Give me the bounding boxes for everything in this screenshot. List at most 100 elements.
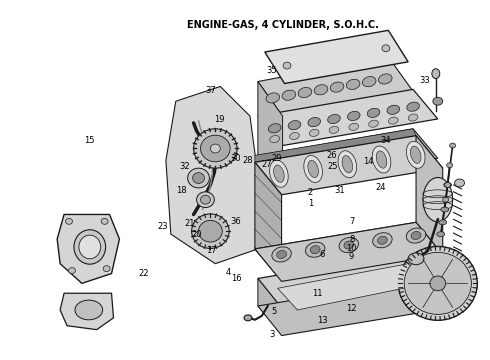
- Ellipse shape: [377, 236, 387, 244]
- Ellipse shape: [339, 237, 359, 253]
- Ellipse shape: [450, 143, 456, 148]
- Ellipse shape: [455, 179, 465, 187]
- Ellipse shape: [367, 108, 380, 117]
- Ellipse shape: [196, 192, 214, 208]
- Text: 27: 27: [262, 159, 272, 168]
- Text: 6: 6: [320, 250, 325, 259]
- Polygon shape: [255, 136, 443, 195]
- Ellipse shape: [79, 235, 100, 259]
- Ellipse shape: [408, 114, 418, 121]
- Text: 30: 30: [230, 153, 241, 162]
- Ellipse shape: [194, 129, 237, 168]
- Text: 5: 5: [271, 307, 277, 316]
- Ellipse shape: [349, 123, 359, 130]
- Ellipse shape: [200, 195, 210, 204]
- Ellipse shape: [270, 135, 279, 143]
- Polygon shape: [255, 222, 443, 282]
- Ellipse shape: [198, 220, 222, 242]
- Polygon shape: [255, 162, 282, 278]
- Ellipse shape: [423, 177, 453, 222]
- Text: 34: 34: [380, 136, 391, 145]
- Text: 23: 23: [157, 221, 168, 230]
- Ellipse shape: [314, 85, 328, 95]
- Text: 32: 32: [179, 162, 190, 171]
- Ellipse shape: [310, 246, 320, 254]
- Text: 36: 36: [230, 217, 241, 226]
- Ellipse shape: [192, 214, 229, 248]
- Text: ENGINE-GAS, 4 CYLINDER, S.O.H.C.: ENGINE-GAS, 4 CYLINDER, S.O.H.C.: [187, 20, 379, 30]
- Ellipse shape: [200, 135, 230, 162]
- Ellipse shape: [304, 156, 322, 183]
- Text: 15: 15: [84, 136, 94, 145]
- Text: 20: 20: [191, 230, 202, 239]
- Polygon shape: [166, 86, 258, 264]
- Ellipse shape: [347, 111, 360, 121]
- Text: 10: 10: [346, 244, 357, 253]
- Ellipse shape: [432, 69, 440, 78]
- Ellipse shape: [283, 62, 291, 69]
- Ellipse shape: [69, 267, 75, 274]
- Ellipse shape: [308, 117, 320, 127]
- Ellipse shape: [273, 165, 284, 183]
- Ellipse shape: [406, 141, 425, 168]
- Text: 16: 16: [231, 274, 242, 283]
- Ellipse shape: [368, 120, 378, 127]
- Polygon shape: [258, 279, 443, 336]
- Ellipse shape: [408, 253, 424, 265]
- Ellipse shape: [441, 207, 449, 212]
- Ellipse shape: [193, 172, 204, 184]
- Ellipse shape: [445, 183, 451, 188]
- Ellipse shape: [75, 300, 102, 320]
- Ellipse shape: [103, 266, 110, 271]
- Polygon shape: [278, 264, 428, 310]
- Ellipse shape: [376, 151, 387, 168]
- Text: 31: 31: [334, 186, 345, 195]
- Ellipse shape: [411, 231, 421, 239]
- Ellipse shape: [210, 144, 221, 153]
- Text: 1: 1: [308, 198, 313, 207]
- Text: 3: 3: [269, 330, 274, 339]
- Ellipse shape: [378, 74, 392, 84]
- Ellipse shape: [407, 102, 419, 111]
- Text: 8: 8: [349, 235, 354, 244]
- Ellipse shape: [372, 146, 391, 173]
- Ellipse shape: [290, 132, 299, 140]
- Ellipse shape: [430, 276, 446, 291]
- Text: 13: 13: [317, 315, 328, 324]
- Ellipse shape: [404, 252, 471, 314]
- Polygon shape: [258, 82, 283, 185]
- Text: 28: 28: [242, 156, 253, 165]
- Ellipse shape: [373, 233, 392, 248]
- Text: 9: 9: [349, 252, 354, 261]
- Text: 4: 4: [225, 267, 231, 276]
- Ellipse shape: [433, 97, 443, 105]
- Ellipse shape: [437, 232, 445, 237]
- Ellipse shape: [288, 121, 301, 130]
- Ellipse shape: [282, 90, 295, 100]
- Ellipse shape: [411, 146, 421, 163]
- Ellipse shape: [344, 241, 354, 249]
- Ellipse shape: [443, 197, 449, 202]
- Ellipse shape: [328, 114, 340, 123]
- Ellipse shape: [66, 219, 73, 224]
- Polygon shape: [258, 252, 443, 308]
- Polygon shape: [258, 89, 438, 145]
- Text: 25: 25: [327, 162, 338, 171]
- Ellipse shape: [266, 93, 280, 103]
- Polygon shape: [258, 278, 282, 333]
- Ellipse shape: [338, 151, 357, 178]
- Text: 24: 24: [375, 183, 386, 192]
- Ellipse shape: [188, 168, 209, 188]
- Ellipse shape: [342, 156, 353, 173]
- Ellipse shape: [389, 117, 398, 124]
- Ellipse shape: [272, 247, 292, 262]
- Ellipse shape: [244, 315, 252, 321]
- Text: 17: 17: [206, 246, 217, 255]
- Text: 14: 14: [363, 157, 374, 166]
- Ellipse shape: [406, 228, 426, 243]
- Polygon shape: [255, 222, 443, 282]
- Text: 35: 35: [267, 66, 277, 75]
- Polygon shape: [258, 57, 413, 116]
- Ellipse shape: [382, 45, 390, 52]
- Ellipse shape: [309, 129, 319, 136]
